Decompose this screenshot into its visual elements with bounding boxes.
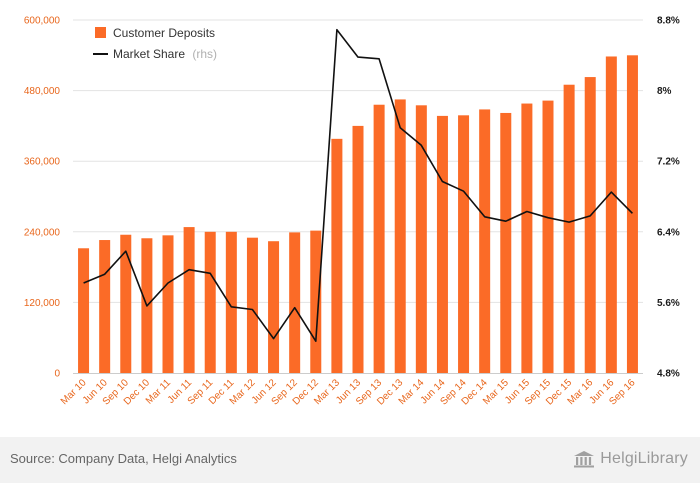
bar-dec-14 <box>479 109 491 373</box>
legend-label-customer-deposits: Customer Deposits <box>113 26 215 40</box>
bar-dec-11 <box>225 231 237 373</box>
y-left-tick-label: 240,000 <box>24 227 61 238</box>
y-right-tick-label: 8% <box>657 86 672 97</box>
helgi-library-logo: HelgiLibrary <box>573 447 688 471</box>
bar-mar-14 <box>415 105 427 373</box>
y-left-tick-label: 0 <box>54 369 60 380</box>
bar-mar-13 <box>331 138 343 373</box>
bar-sep-12 <box>289 232 301 373</box>
y-right-tick-label: 5.6% <box>657 298 680 309</box>
bar-dec-15 <box>563 84 575 373</box>
y-right-tick-label: 8.8% <box>657 16 680 27</box>
y-right-tick-label: 7.2% <box>657 157 680 168</box>
bar-sep-11 <box>204 231 216 373</box>
bar-jun-16 <box>605 56 617 374</box>
bar-jun-12 <box>268 241 280 373</box>
deposits-market-share-chart: 0 120,000 240,000 360,000 480,000 600,000 4.8… <box>24 16 680 408</box>
bar-jun-13 <box>352 125 364 374</box>
legend: Customer Deposits Market Share (rhs) <box>93 26 217 61</box>
y-axis-left: 0 120,000 240,000 360,000 480,000 600,000 <box>24 16 61 380</box>
bar-sep-16 <box>626 55 638 374</box>
legend-swatch-customer-deposits <box>95 27 106 38</box>
legend-label-market-share: Market Share <box>113 47 185 61</box>
bar-dec-12 <box>310 230 322 373</box>
market-share-line <box>83 28 633 343</box>
bar-jun-14 <box>436 115 448 374</box>
legend-label-rhs-suffix: (rhs) <box>192 47 217 61</box>
bar-jun-11 <box>183 227 195 373</box>
y-left-tick-label: 120,000 <box>24 298 61 309</box>
bar-jun-15 <box>521 103 533 373</box>
bar-mar-15 <box>500 112 512 373</box>
y-axis-right: 4.8% 5.6% 6.4% 7.2% 8% 8.8% <box>657 16 680 380</box>
library-building-icon <box>574 451 595 468</box>
bar-mar-12 <box>246 237 258 373</box>
y-left-tick-label: 600,000 <box>24 16 61 27</box>
bar-mar-11 <box>162 235 174 373</box>
y-left-tick-label: 360,000 <box>24 157 61 168</box>
bar-jun-10 <box>99 240 111 373</box>
logo-text: HelgiLibrary <box>600 450 688 467</box>
bar-mar-10 <box>78 248 90 373</box>
bar-mar-16 <box>584 77 596 374</box>
svg-text:Market Share (rhs): Market Share (rhs) <box>113 47 217 61</box>
bar-sep-15 <box>542 100 554 373</box>
bar-sep-14 <box>458 115 470 373</box>
bar-sep-13 <box>373 104 385 373</box>
y-right-tick-label: 6.4% <box>657 227 680 238</box>
footer: Source: Company Data, Helgi Analytics He… <box>0 437 700 483</box>
y-left-tick-label: 480,000 <box>24 86 61 97</box>
bar-sep-10 <box>120 234 132 373</box>
y-right-tick-label: 4.8% <box>657 369 680 380</box>
source-text: Source: Company Data, Helgi Analytics <box>10 451 237 466</box>
bar-dec-13 <box>394 99 406 374</box>
line-series-market-share <box>83 28 633 343</box>
bar-series-customer-deposits <box>78 55 638 374</box>
